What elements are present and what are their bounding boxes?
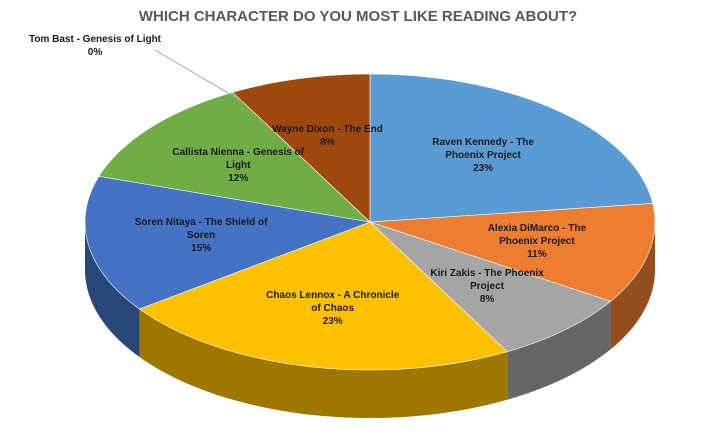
slice-side bbox=[610, 222, 655, 350]
slice-side bbox=[507, 301, 611, 400]
slice-side bbox=[85, 222, 140, 357]
slice bbox=[369, 221, 612, 353]
slice bbox=[232, 73, 371, 223]
slice bbox=[369, 73, 654, 223]
label-value: 12% bbox=[228, 172, 249, 184]
label-name: Tom Bast - Genesis of Light bbox=[28, 34, 162, 45]
data-label: Soren Nitaya - The Shield of Soren 15% bbox=[131, 216, 271, 255]
data-label: Tom Bast - Genesis of Light 0% bbox=[25, 33, 165, 59]
data-label: Kiri Zakis - The Phoenix Project 8% bbox=[417, 267, 557, 306]
slice bbox=[84, 175, 372, 310]
label-name: Kiri Zakis - The Phoenix Project bbox=[430, 268, 544, 293]
label-name: Raven Kennedy - The Phoenix Project bbox=[432, 136, 534, 161]
label-value: 23% bbox=[322, 316, 343, 328]
label-value: 0% bbox=[87, 47, 103, 58]
slice bbox=[98, 91, 371, 223]
slice bbox=[369, 203, 656, 302]
data-label: Callista Nienna - Genesis of Light 12% bbox=[168, 146, 308, 185]
data-label: Alexia DiMarco - The Phoenix Project 11% bbox=[467, 222, 607, 261]
label-value: 23% bbox=[473, 162, 494, 174]
label-value: 8% bbox=[479, 294, 495, 306]
label-value: 15% bbox=[191, 243, 212, 255]
label-value: 8% bbox=[320, 136, 335, 148]
leader-line bbox=[154, 49, 243, 102]
label-name: Wayne Dixon - The End bbox=[272, 123, 383, 135]
chart-title: WHICH CHARACTER DO YOU MOST LIKE READING… bbox=[138, 8, 578, 25]
slice-side bbox=[139, 308, 508, 418]
label-name: Callista Nienna - Genesis of Light bbox=[172, 146, 305, 171]
data-label: Wayne Dixon - The End 8% bbox=[257, 123, 397, 149]
label-name: Chaos Lennox - A Chronicle of Chaos bbox=[266, 290, 400, 315]
label-name: Soren Nitaya - The Shield of Soren bbox=[134, 217, 268, 242]
data-label: Chaos Lennox - A Chronicle of Chaos 23% bbox=[263, 289, 403, 328]
label-name: Alexia DiMarco - The Phoenix Project bbox=[487, 222, 587, 247]
data-label: Raven Kennedy - The Phoenix Project 23% bbox=[413, 136, 553, 175]
label-value: 11% bbox=[527, 248, 547, 260]
slice bbox=[138, 221, 508, 371]
